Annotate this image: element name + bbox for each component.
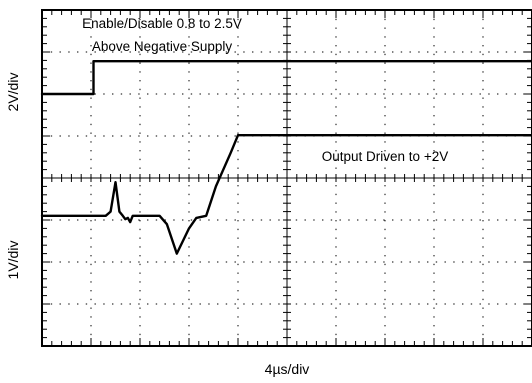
- traces: [40, 60, 532, 255]
- output-trace: [40, 133, 532, 255]
- enable-annotation-line-2: Above Negative Supply: [92, 39, 233, 54]
- enable-annotation-line-1: Enable/Disable 0.8 to 2.5V: [82, 16, 242, 31]
- enable-trace: [40, 60, 532, 96]
- y-axis-label-bottom: 1V/div: [5, 241, 21, 280]
- output-annotation: Output Driven to +2V: [322, 149, 448, 164]
- plot-frame: [41, 9, 532, 347]
- y-axis-label-top: 2V/div: [5, 73, 21, 112]
- x-axis-label: 4µs/div: [265, 361, 310, 377]
